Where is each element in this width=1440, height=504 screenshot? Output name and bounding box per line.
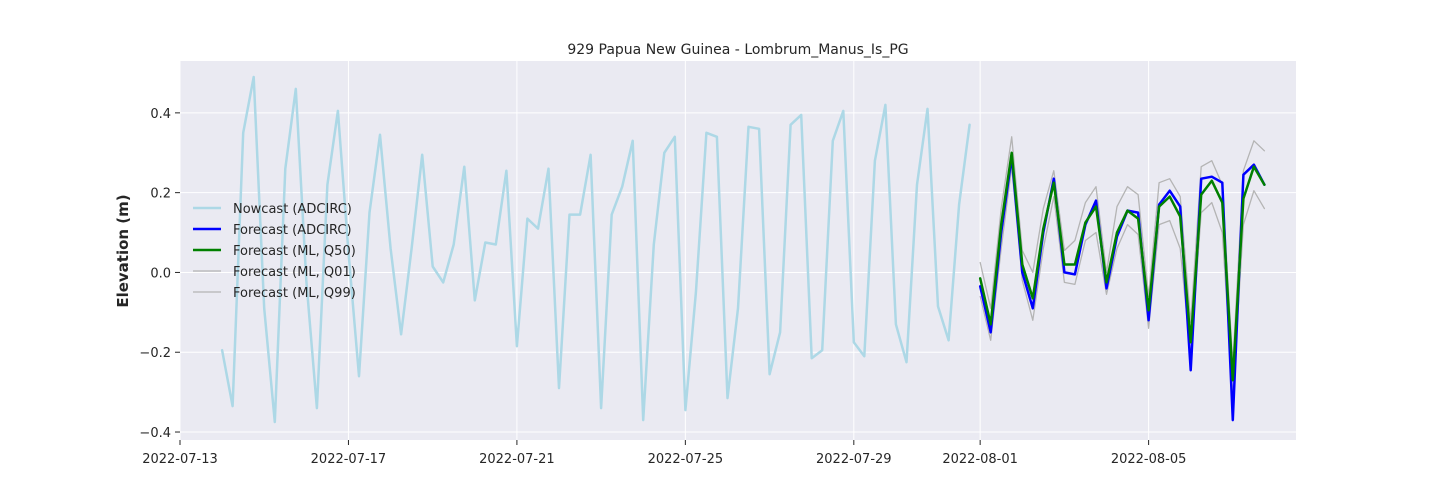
x-tick-label: 2022-07-17 — [311, 452, 387, 467]
series-line-nowcast-adcirc — [220, 75, 971, 424]
x-tick-label: 2022-08-01 — [942, 452, 1018, 467]
x-tick-label: 2022-07-29 — [816, 452, 892, 467]
x-tick-label: 2022-08-05 — [1111, 452, 1187, 467]
x-tick-label: 2022-07-21 — [479, 452, 555, 467]
legend: Nowcast (ADCIRC) Forecast (ADCIRC) Forecas… — [193, 202, 356, 301]
legend-label-forecast-ml-q50: Forecast (ML, Q50) — [233, 244, 356, 259]
x-axis-ticks: 2022-07-13 2022-07-17 2022-07-21 2022-07-25… — [142, 440, 1186, 467]
legend-label-forecast-ml-q01: Forecast (ML, Q01) — [233, 265, 356, 280]
x-tick-label: 2022-07-25 — [648, 452, 724, 467]
y-tick-label: −0.2 — [139, 346, 171, 361]
y-tick-label: −0.4 — [139, 426, 171, 441]
y-tick-label: 0.0 — [150, 266, 171, 281]
grid — [179, 61, 1296, 440]
legend-label-nowcast-adcirc: Nowcast (ADCIRC) — [233, 202, 352, 217]
y-axis-label: Elevation (m) — [114, 194, 132, 307]
series-line-forecast-ml-q01 — [979, 166, 1266, 397]
y-tick-label: 0.4 — [150, 107, 171, 122]
y-axis-ticks: −0.4 −0.2 0.0 0.2 0.4 — [139, 107, 180, 441]
legend-label-forecast-ml-q99: Forecast (ML, Q99) — [233, 286, 356, 301]
chart-title: 929 Papua New Guinea - Lombrum_Manus_Is_… — [567, 42, 908, 58]
y-tick-label: 0.2 — [150, 187, 171, 202]
x-tick-label: 2022-07-13 — [142, 452, 218, 467]
series-layer — [220, 75, 1266, 424]
series-line-forecast-ml-q99 — [979, 136, 1266, 365]
series-line-forecast-ml-q50 — [978, 151, 1266, 382]
legend-label-forecast-adcirc: Forecast (ADCIRC) — [233, 223, 352, 238]
